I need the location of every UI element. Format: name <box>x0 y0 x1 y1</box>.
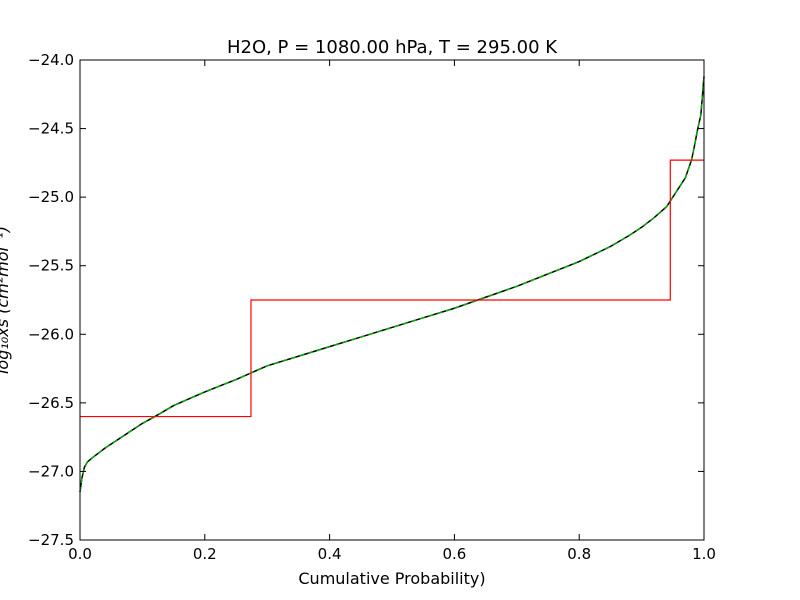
y-tick-label: −24.0 <box>28 51 74 69</box>
series-line-1 <box>79 76 705 493</box>
x-tick-label: 0.0 <box>68 545 92 563</box>
series-line-2 <box>80 159 704 418</box>
series-line-0 <box>79 76 705 493</box>
y-axis-label: log₁₀xs (cm²mol⁻¹) <box>0 226 12 374</box>
y-tick-label: −25.0 <box>28 188 74 206</box>
y-tick-label: −24.5 <box>28 120 74 138</box>
plot-frame <box>79 59 705 541</box>
x-axis-label: Cumulative Probability) <box>298 569 485 588</box>
y-tick-label: −26.5 <box>28 394 74 412</box>
chart-title: H2O, P = 1080.00 hPa, T = 295.00 K <box>227 37 558 58</box>
ticks-layer: 0.0 0.2 0.4 0.6 0.8 1.0 −27.5 −27.0 −26.5 −26.0 −2… <box>28 51 716 563</box>
x-tick-label: 0.4 <box>318 545 342 563</box>
y-tick-label: −27.5 <box>28 531 74 549</box>
x-tick-label: 1.0 <box>692 545 716 563</box>
x-tick-label: 0.2 <box>193 545 217 563</box>
y-tick-label: −27.0 <box>28 462 74 480</box>
x-tick-label: 0.6 <box>442 545 466 563</box>
x-tick-label: 0.8 <box>567 545 591 563</box>
y-tick-label: −26.0 <box>28 325 74 343</box>
y-tick-label: −25.5 <box>28 257 74 275</box>
series-layer <box>79 76 705 493</box>
